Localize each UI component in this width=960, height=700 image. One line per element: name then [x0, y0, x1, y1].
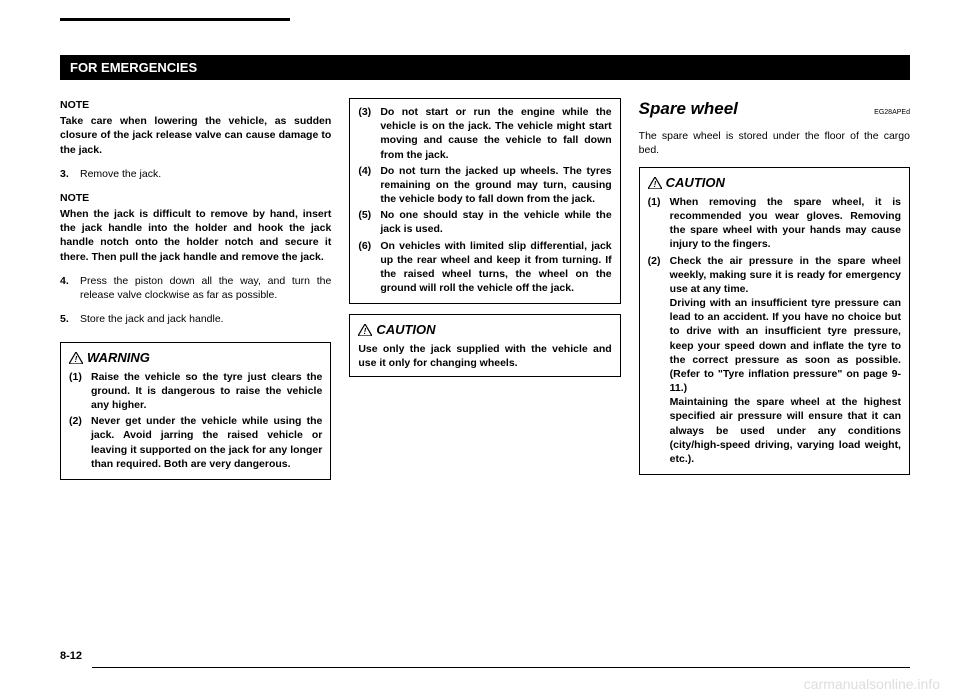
column-2: (3) Do not start or run the engine while…: [349, 98, 620, 490]
step-text: Press the piston down all the way, and t…: [80, 274, 331, 302]
caution-title: ! CAUTION: [648, 174, 901, 192]
warning-item: (6) On vehicles with limited slip differ…: [358, 239, 611, 296]
caution-text: Use only the jack supplied with the vehi…: [358, 342, 611, 370]
item-text: Never get under the vehicle while using …: [91, 414, 322, 471]
header-bar: FOR EMERGENCIES: [60, 55, 910, 80]
caution-label: CAUTION: [376, 321, 435, 339]
item-text: When removing the spare wheel, it is rec…: [670, 195, 901, 252]
warning-item: (2) Never get under the vehicle while us…: [69, 414, 322, 471]
caution-title: ! CAUTION: [358, 321, 611, 339]
item-number: (4): [358, 164, 380, 207]
item-text: No one should stay in the vehicle while …: [380, 208, 611, 236]
spare-wheel-heading: Spare wheel: [639, 98, 738, 121]
step-4: 4. Press the piston down all the way, an…: [60, 274, 331, 302]
watermark: carmanualsonline.info: [804, 676, 940, 692]
caution-item: (1) When removing the spare wheel, it is…: [648, 195, 901, 252]
item-number: (5): [358, 208, 380, 236]
step-number: 3.: [60, 167, 80, 181]
item-text-a: Check the air pressure in the spare whee…: [670, 254, 901, 297]
item-text: Check the air pressure in the spare whee…: [670, 254, 901, 467]
content-columns: NOTE Take care when lowering the vehicle…: [60, 98, 910, 490]
item-number: (6): [358, 239, 380, 296]
item-number: (3): [358, 105, 380, 162]
step-text: Store the jack and jack handle.: [80, 312, 331, 326]
warning-item: (5) No one should stay in the vehicle wh…: [358, 208, 611, 236]
item-text: On vehicles with limited slip differenti…: [380, 239, 611, 296]
warning-triangle-icon: !: [69, 352, 83, 364]
section-title: Spare wheel EG28APEd: [639, 98, 910, 121]
section-code: EG28APEd: [874, 108, 910, 117]
warning-title: ! WARNING: [69, 349, 322, 367]
svg-text:!: !: [364, 327, 367, 336]
item-number: (2): [69, 414, 91, 471]
svg-text:!: !: [653, 180, 656, 189]
step-number: 4.: [60, 274, 80, 302]
top-rule: [60, 18, 290, 21]
warning-box: ! WARNING (1) Raise the vehicle so the t…: [60, 342, 331, 480]
item-number: (1): [69, 370, 91, 413]
item-number: (1): [648, 195, 670, 252]
item-text-b: Driving with an insufficient tyre pressu…: [670, 296, 901, 395]
warning-item: (4) Do not turn the jacked up wheels. Th…: [358, 164, 611, 207]
warning-box-continued: (3) Do not start or run the engine while…: [349, 98, 620, 304]
step-number: 5.: [60, 312, 80, 326]
bottom-rule: [92, 667, 910, 669]
item-text: Do not turn the jacked up wheels. The ty…: [380, 164, 611, 207]
warning-item: (3) Do not start or run the engine while…: [358, 105, 611, 162]
step-3: 3. Remove the jack.: [60, 167, 331, 181]
note-text: When the jack is difficult to remove by …: [60, 207, 331, 264]
caution-box: ! CAUTION Use only the jack supplied wit…: [349, 314, 620, 377]
warning-triangle-icon: !: [358, 324, 372, 336]
warning-triangle-icon: !: [648, 177, 662, 189]
item-text: Do not start or run the engine while the…: [380, 105, 611, 162]
column-1: NOTE Take care when lowering the vehicle…: [60, 98, 331, 490]
caution-item: (2) Check the air pressure in the spare …: [648, 254, 901, 467]
note-text: Take care when lowering the vehicle, as …: [60, 114, 331, 157]
step-text: Remove the jack.: [80, 167, 331, 181]
item-number: (2): [648, 254, 670, 467]
item-text-c: Maintaining the spare wheel at the highe…: [670, 395, 901, 466]
step-5: 5. Store the jack and jack handle.: [60, 312, 331, 326]
intro-text: The spare wheel is stored under the floo…: [639, 129, 910, 157]
warning-item: (1) Raise the vehicle so the tyre just c…: [69, 370, 322, 413]
page-number: 8-12: [60, 650, 82, 662]
item-text: Raise the vehicle so the tyre just clear…: [91, 370, 322, 413]
note-label: NOTE: [60, 191, 331, 205]
svg-text:!: !: [75, 355, 78, 364]
caution-box: ! CAUTION (1) When removing the spare wh…: [639, 167, 910, 475]
caution-label: CAUTION: [666, 174, 725, 192]
warning-label: WARNING: [87, 349, 150, 367]
note-label: NOTE: [60, 98, 331, 112]
column-3: Spare wheel EG28APEd The spare wheel is …: [639, 98, 910, 490]
